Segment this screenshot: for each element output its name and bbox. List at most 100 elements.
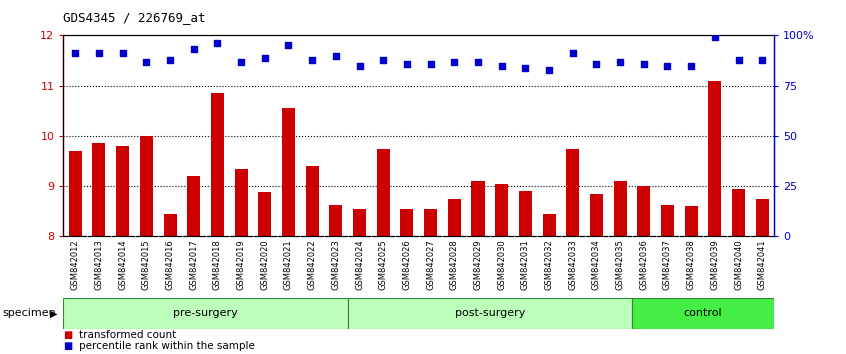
Bar [661, 205, 674, 236]
Point [376, 57, 390, 62]
Bar [116, 146, 129, 236]
Point [140, 59, 153, 64]
Point [424, 61, 437, 67]
Text: percentile rank within the sample: percentile rank within the sample [79, 341, 255, 351]
Bar [424, 209, 437, 236]
Text: GSM842012: GSM842012 [71, 239, 80, 290]
Bar [305, 166, 319, 236]
Text: GSM842040: GSM842040 [734, 239, 743, 290]
Bar [140, 136, 153, 236]
Point [353, 63, 366, 68]
Text: post-surgery: post-surgery [454, 308, 525, 319]
Bar [519, 191, 532, 236]
Bar [348, 298, 632, 329]
Point [69, 51, 82, 56]
Point [732, 57, 745, 62]
Text: specimen: specimen [3, 308, 57, 319]
Bar [163, 214, 177, 236]
Point [282, 42, 295, 48]
Bar [92, 143, 106, 236]
Text: GSM842015: GSM842015 [142, 239, 151, 290]
Bar [495, 184, 508, 236]
Bar [282, 108, 295, 236]
Bar [448, 199, 461, 236]
Bar [684, 206, 698, 236]
Point [187, 47, 201, 52]
Bar [732, 189, 745, 236]
Text: GSM842035: GSM842035 [616, 239, 624, 290]
Point [684, 63, 698, 68]
Text: GSM842018: GSM842018 [213, 239, 222, 290]
Text: GSM842017: GSM842017 [190, 239, 198, 290]
Text: GSM842023: GSM842023 [332, 239, 340, 290]
Bar [187, 176, 201, 236]
Text: GSM842025: GSM842025 [379, 239, 387, 290]
Point [542, 67, 556, 73]
Bar [63, 298, 348, 329]
Text: GSM842021: GSM842021 [284, 239, 293, 290]
Text: GSM842016: GSM842016 [166, 239, 174, 290]
Bar [258, 192, 272, 236]
Bar [353, 209, 366, 236]
Point [448, 59, 461, 64]
Text: GSM842037: GSM842037 [663, 239, 672, 290]
Bar [542, 214, 556, 236]
Text: GSM842026: GSM842026 [403, 239, 411, 290]
Point [234, 59, 248, 64]
Bar [376, 149, 390, 236]
Bar [637, 186, 651, 236]
Bar [329, 205, 343, 236]
Point [566, 51, 580, 56]
Bar [632, 298, 774, 329]
Text: control: control [684, 308, 722, 319]
Bar [590, 194, 603, 236]
Text: ■: ■ [63, 330, 73, 339]
Text: GSM842019: GSM842019 [237, 239, 245, 290]
Text: ▶: ▶ [50, 308, 57, 319]
Text: GSM842032: GSM842032 [545, 239, 553, 290]
Bar [566, 149, 580, 236]
Text: GSM842031: GSM842031 [521, 239, 530, 290]
Text: GSM842028: GSM842028 [450, 239, 459, 290]
Point [211, 41, 224, 46]
Bar [613, 181, 627, 236]
Point [661, 63, 674, 68]
Point [590, 61, 603, 67]
Point [163, 57, 177, 62]
Point [258, 55, 272, 60]
Point [305, 57, 319, 62]
Point [116, 51, 129, 56]
Text: GSM842029: GSM842029 [474, 239, 482, 290]
Text: GSM842038: GSM842038 [687, 239, 695, 290]
Text: GSM842020: GSM842020 [261, 239, 269, 290]
Point [495, 63, 508, 68]
Point [519, 65, 532, 70]
Text: GSM842041: GSM842041 [758, 239, 766, 290]
Bar [69, 151, 82, 236]
Text: ■: ■ [63, 341, 73, 351]
Text: pre-surgery: pre-surgery [173, 308, 238, 319]
Point [755, 57, 769, 62]
Bar [234, 169, 248, 236]
Bar [708, 81, 722, 236]
Point [471, 59, 485, 64]
Text: GSM842036: GSM842036 [640, 239, 648, 290]
Text: GSM842030: GSM842030 [497, 239, 506, 290]
Bar [211, 93, 224, 236]
Bar [755, 199, 769, 236]
Text: GSM842014: GSM842014 [118, 239, 127, 290]
Point [92, 51, 106, 56]
Text: GSM842024: GSM842024 [355, 239, 364, 290]
Point [613, 59, 627, 64]
Text: GSM842033: GSM842033 [569, 239, 577, 290]
Bar [400, 209, 414, 236]
Point [329, 53, 343, 58]
Bar [471, 181, 485, 236]
Text: GSM842039: GSM842039 [711, 239, 719, 290]
Text: transformed count: transformed count [79, 330, 176, 339]
Text: GSM842022: GSM842022 [308, 239, 316, 290]
Text: GSM842027: GSM842027 [426, 239, 435, 290]
Point [400, 61, 414, 67]
Text: GSM842013: GSM842013 [95, 239, 103, 290]
Text: GDS4345 / 226769_at: GDS4345 / 226769_at [63, 11, 206, 24]
